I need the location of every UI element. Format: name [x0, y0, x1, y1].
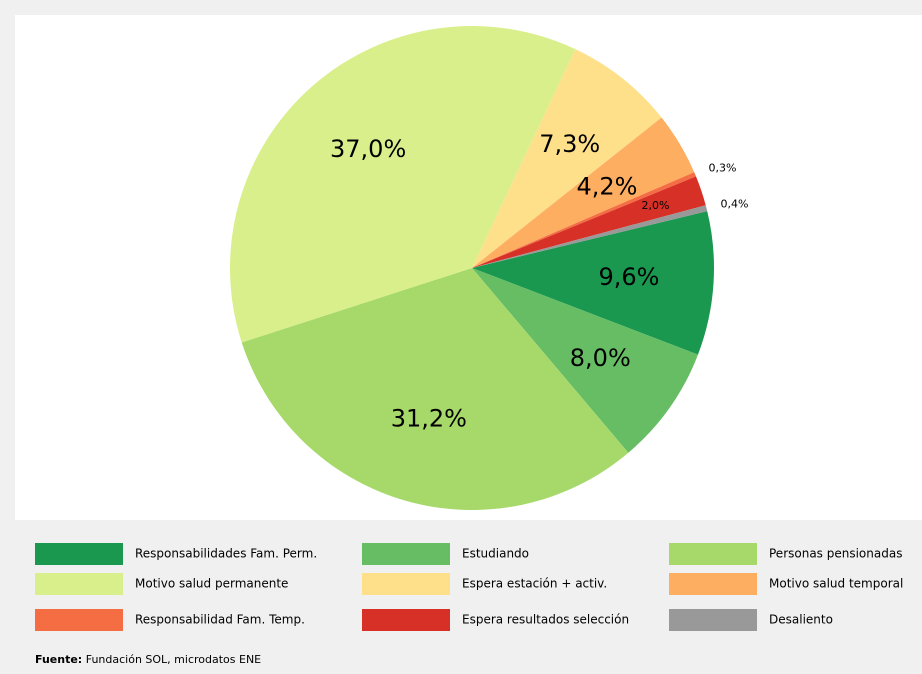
slice-label: 7,3%	[539, 130, 600, 158]
slice-label: 31,2%	[391, 404, 467, 432]
source-text: Fundación SOL, microdatos ENE	[86, 653, 261, 666]
pie-slice	[472, 205, 708, 268]
legend-label: Desaliento	[769, 613, 833, 627]
legend-swatch	[669, 543, 757, 565]
legend-label: Espera estación + activ.	[462, 577, 607, 591]
slice-label: 9,6%	[598, 263, 659, 291]
slice-label: 37,0%	[330, 135, 406, 163]
slice-label: 0,4%	[721, 198, 749, 211]
legend-swatch	[669, 609, 757, 631]
pie-slice	[472, 176, 706, 268]
source-note: Fuente: Fundación SOL, microdatos ENE	[35, 653, 261, 666]
legend-label: Estudiando	[462, 547, 529, 561]
pie-slice	[472, 49, 662, 268]
legend-label: Espera resultados selección	[462, 613, 629, 627]
pie-slice	[472, 172, 696, 268]
legend-label: Motivo salud temporal	[769, 577, 903, 591]
pie-slice	[472, 117, 695, 269]
legend-label: Responsabilidades Fam. Perm.	[135, 547, 317, 561]
pie-slice	[241, 268, 629, 510]
legend-label: Motivo salud permanente	[135, 577, 288, 591]
legend-swatch	[362, 573, 450, 595]
slice-label: 2,0%	[641, 199, 669, 212]
legend-label: Personas pensionadas	[769, 547, 902, 561]
slice-label: 8,0%	[570, 344, 631, 372]
slice-label: 4,2%	[577, 172, 638, 200]
legend-swatch	[669, 573, 757, 595]
legend-swatch	[35, 609, 123, 631]
slice-label: 0,3%	[709, 162, 737, 175]
legend-label: Responsabilidad Fam. Temp.	[135, 613, 305, 627]
pie-slice	[472, 211, 714, 355]
legend-swatch	[362, 543, 450, 565]
legend-swatch	[35, 573, 123, 595]
pie-slice	[472, 268, 698, 453]
source-label: Fuente:	[35, 653, 82, 666]
legend-swatch	[35, 543, 123, 565]
legend-swatch	[362, 609, 450, 631]
pie-slice	[229, 25, 576, 343]
